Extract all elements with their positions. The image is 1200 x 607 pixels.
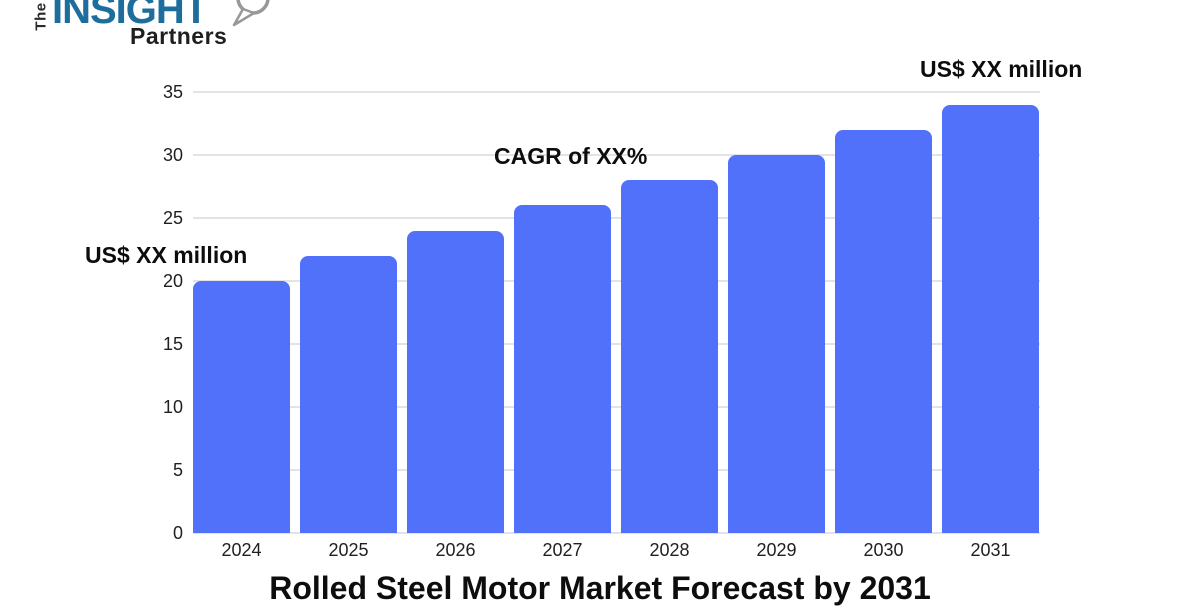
bar-2027 xyxy=(514,205,611,533)
gridline-5 xyxy=(193,469,1040,471)
logo-the-text: The xyxy=(32,2,50,31)
magnifier-icon xyxy=(230,0,276,35)
gridline-30 xyxy=(193,154,1040,156)
y-tick-label-5: 5 xyxy=(172,460,183,480)
annotation-end-value: US$ XX million xyxy=(920,56,1083,82)
bar-2030 xyxy=(835,129,932,533)
x-tick-label-2028: 2028 xyxy=(649,540,690,560)
x-tick-label-2026: 2026 xyxy=(435,540,476,560)
gridline-15 xyxy=(193,343,1040,345)
logo-insight-text: INSIGHT xyxy=(52,0,208,32)
y-tick-label-0: 0 xyxy=(172,523,183,543)
bar-2028 xyxy=(621,180,718,533)
bar-2025 xyxy=(300,255,397,533)
x-tick-label-2030: 2030 xyxy=(863,540,904,560)
bar-2024 xyxy=(193,281,290,533)
gridline-25 xyxy=(193,217,1040,219)
bar-2026 xyxy=(407,230,504,533)
bar-2031 xyxy=(942,104,1039,533)
gridline-10 xyxy=(193,406,1040,408)
y-tick-label-20: 20 xyxy=(162,271,183,291)
insight-partners-logo: The INSIGHT Partners xyxy=(32,0,296,60)
gridline-0 xyxy=(193,532,1040,534)
x-tick-label-2031: 2031 xyxy=(970,540,1011,560)
y-tick-label-35: 35 xyxy=(162,82,183,102)
x-tick-label-2024: 2024 xyxy=(221,540,262,560)
gridline-35 xyxy=(193,91,1040,93)
chart-title: Rolled Steel Motor Market Forecast by 20… xyxy=(269,570,931,606)
y-tick-label-10: 10 xyxy=(162,397,183,417)
x-tick-label-2025: 2025 xyxy=(328,540,369,560)
bar-2029 xyxy=(728,155,825,533)
y-tick-label-15: 15 xyxy=(162,334,183,354)
annotation-cagr: CAGR of XX% xyxy=(494,143,648,169)
annotation-start-value: US$ XX million xyxy=(85,242,248,268)
gridline-20 xyxy=(193,280,1040,282)
logo-partners-text: Partners xyxy=(130,23,228,49)
x-tick-label-2029: 2029 xyxy=(756,540,797,560)
x-tick-label-2027: 2027 xyxy=(542,540,583,560)
y-tick-label-30: 30 xyxy=(162,145,183,165)
y-tick-label-25: 25 xyxy=(162,208,183,228)
